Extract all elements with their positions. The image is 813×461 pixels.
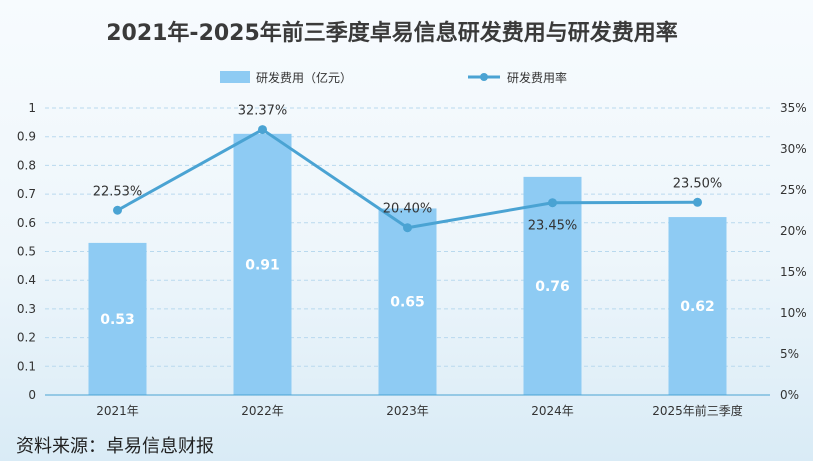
bar-value-label: 0.65	[390, 295, 425, 311]
left-tick-label: 1	[28, 101, 36, 115]
left-tick-label: 0.9	[17, 130, 36, 144]
legend-bar-swatch	[220, 71, 250, 83]
left-tick-label: 0.2	[17, 331, 36, 345]
right-tick-label: 20%	[780, 224, 807, 238]
right-tick-label: 35%	[780, 101, 807, 115]
x-tick-label: 2023年	[386, 404, 429, 418]
right-tick-label: 10%	[780, 306, 807, 320]
rate-point	[403, 223, 412, 233]
left-tick-label: 0	[28, 388, 36, 402]
left-tick-label: 0.1	[17, 359, 36, 373]
legend-line-label: 研发费用率	[507, 70, 567, 85]
right-tick-label: 25%	[780, 183, 807, 197]
bar	[523, 176, 582, 395]
x-tick-label: 2025年前三季度	[652, 403, 743, 418]
gridlines	[45, 107, 770, 367]
x-tick-label: 2021年	[96, 404, 139, 418]
left-axis-ticks: 0 0.1 0.2 0.3 0.4 0.5 0.6 0.7 0.8 0.9 1	[17, 101, 36, 402]
left-tick-label: 0.8	[17, 158, 36, 172]
right-tick-label: 0%	[780, 388, 799, 402]
right-tick-label: 30%	[780, 142, 807, 156]
rate-point	[258, 125, 267, 135]
rate-point-label: 23.50%	[673, 176, 723, 191]
right-tick-label: 15%	[780, 265, 807, 279]
rate-point-label: 22.53%	[93, 184, 143, 199]
left-tick-label: 0.5	[17, 245, 36, 259]
bar-value-label: 0.76	[535, 279, 570, 295]
rate-point	[693, 197, 702, 207]
rate-point-label: 23.45%	[528, 219, 578, 234]
bars: 0.53 0.91 0.65 0.76 0.62	[88, 133, 727, 395]
x-tick-label: 2022年	[241, 404, 284, 418]
bar	[233, 133, 292, 395]
legend: 研发费用（亿元） 研发费用率	[220, 70, 567, 85]
rate-point	[113, 205, 122, 215]
x-axis-ticks: 2021年 2022年 2023年 2024年 2025年前三季度	[96, 403, 743, 418]
legend-line-marker	[480, 73, 488, 81]
rate-point	[548, 198, 557, 208]
left-tick-label: 0.6	[17, 216, 36, 230]
bar-value-label: 0.62	[680, 299, 715, 315]
bar-value-label: 0.53	[100, 312, 135, 328]
rate-point-label: 20.40%	[383, 202, 433, 217]
source-note: 资料来源：卓易信息财报	[16, 436, 214, 457]
right-tick-label: 5%	[780, 347, 799, 361]
left-tick-label: 0.7	[17, 187, 36, 201]
left-tick-label: 0.3	[17, 302, 36, 316]
chart-title: 2021年-2025年前三季度卓易信息研发费用与研发费用率	[106, 20, 678, 46]
legend-bar-label: 研发费用（亿元）	[256, 70, 352, 85]
rate-points: 22.53% 32.37% 20.40% 23.45% 23.50%	[93, 104, 723, 234]
rate-point-label: 32.37%	[238, 104, 288, 119]
bar	[88, 242, 147, 395]
right-axis-ticks: 0% 5% 10% 15% 20% 25% 30% 35%	[780, 101, 807, 402]
bar	[668, 217, 727, 395]
bar-value-label: 0.91	[245, 257, 280, 273]
left-tick-label: 0.4	[17, 273, 36, 287]
bar	[378, 208, 437, 395]
x-tick-label: 2024年	[531, 404, 574, 418]
